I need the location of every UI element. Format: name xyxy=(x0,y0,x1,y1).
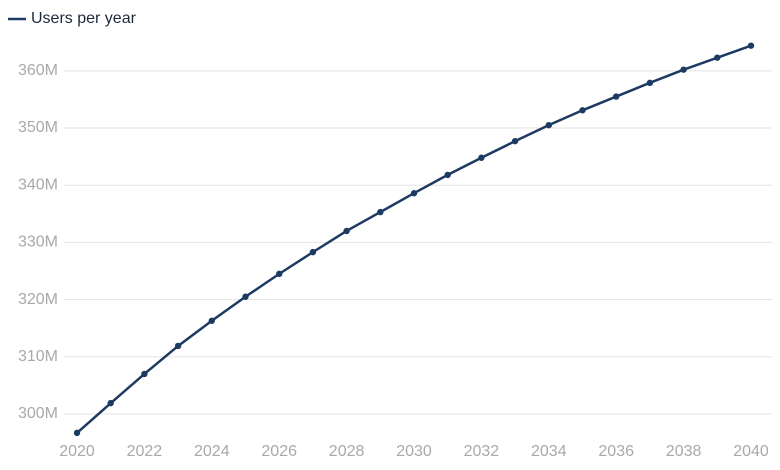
data-point xyxy=(208,317,215,324)
data-point xyxy=(309,248,317,256)
data-point xyxy=(545,121,552,129)
data-point xyxy=(511,137,519,145)
data-point xyxy=(410,190,418,197)
y-tick-label: 300M xyxy=(18,405,58,422)
y-tick-label: 310M xyxy=(18,348,58,365)
data-point xyxy=(646,79,654,87)
data-point xyxy=(276,270,283,278)
data-point xyxy=(579,107,586,114)
x-tick-label: 2028 xyxy=(329,443,365,460)
x-tick-label: 2026 xyxy=(261,443,297,460)
data-point xyxy=(613,93,620,100)
data-point xyxy=(107,399,114,407)
legend-label: Users per year xyxy=(31,10,137,27)
data-point xyxy=(73,429,81,437)
data-point xyxy=(714,54,721,61)
x-tick-label: 2040 xyxy=(733,443,769,460)
data-point xyxy=(174,342,182,350)
y-tick-label: 360M xyxy=(18,62,58,79)
y-tick-label: 350M xyxy=(18,119,58,136)
data-point xyxy=(377,208,384,216)
data-point xyxy=(478,154,485,161)
x-tick-label: 2034 xyxy=(531,443,567,460)
x-tick-label: 2022 xyxy=(127,443,163,460)
x-tick-label: 2020 xyxy=(59,443,95,460)
data-point xyxy=(343,227,350,235)
data-point xyxy=(680,66,687,73)
data-point xyxy=(141,370,148,378)
x-tick-label: 2032 xyxy=(464,443,500,460)
x-tick-label: 2038 xyxy=(666,443,702,460)
y-tick-label: 340M xyxy=(18,176,58,193)
data-point xyxy=(444,171,451,179)
x-tick-label: 2036 xyxy=(598,443,634,460)
series-line xyxy=(76,44,752,434)
x-tick-label: 2024 xyxy=(194,443,230,460)
y-tick-label: 320M xyxy=(18,291,58,308)
data-point xyxy=(747,42,755,49)
data-point xyxy=(242,293,249,300)
x-tick-label: 2030 xyxy=(396,443,432,460)
y-tick-label: 330M xyxy=(18,234,58,251)
